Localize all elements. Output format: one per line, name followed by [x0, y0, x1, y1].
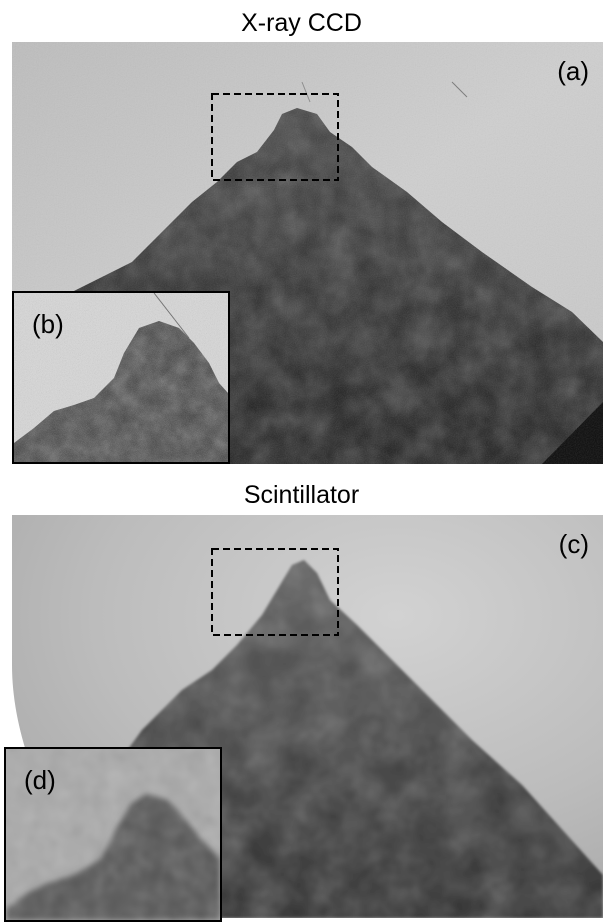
inset-d: (d) — [4, 747, 222, 922]
panel-label-c: (c) — [558, 529, 589, 559]
panel-title-xray-ccd: X-ray CCD — [241, 9, 362, 37]
roi-box-a — [211, 93, 339, 181]
inset-label-d: (d) — [24, 765, 56, 795]
inset-b: (b) — [12, 291, 230, 464]
panel-title-scintillator: Scintillator — [243, 481, 360, 509]
roi-box-c — [211, 548, 339, 636]
panel-label-a: (a) — [557, 56, 589, 86]
inset-label-b: (b) — [32, 309, 64, 339]
